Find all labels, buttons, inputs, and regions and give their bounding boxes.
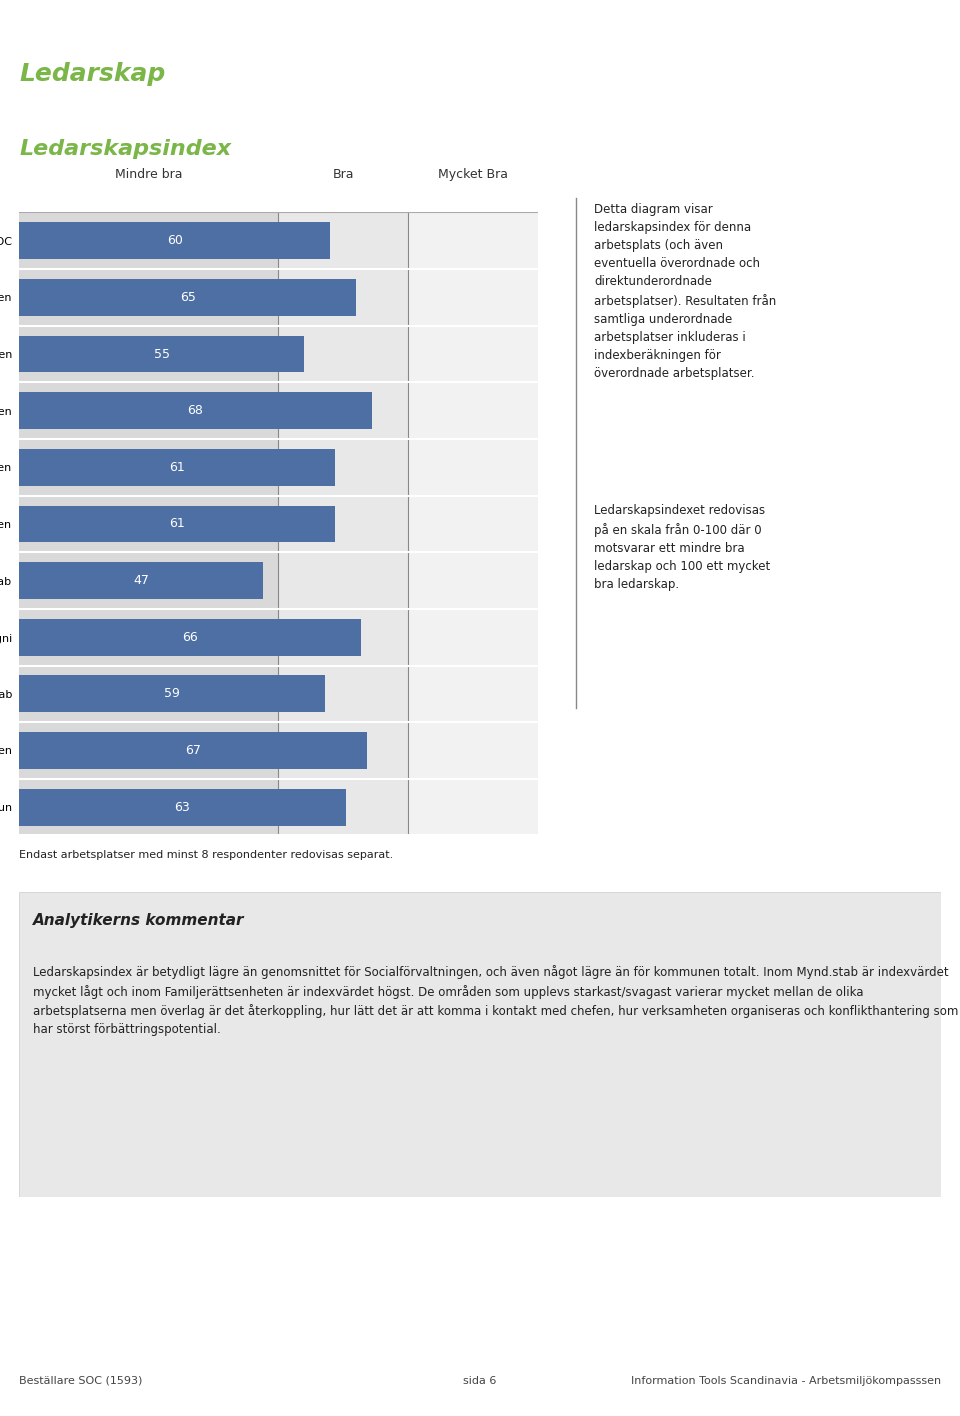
Text: sida 6: sida 6: [464, 1375, 496, 1386]
Text: 66: 66: [182, 630, 198, 644]
Text: Ledarskapsindex är betydligt lägre än genomsnittet för Socialförvaltningen, och : Ledarskapsindex är betydligt lägre än ge…: [33, 966, 958, 1037]
Bar: [19, 336, 304, 372]
Text: Ledarskap: Ledarskap: [19, 62, 165, 86]
Text: Bra: Bra: [332, 169, 354, 181]
Text: 47: 47: [133, 573, 149, 588]
Bar: [19, 732, 367, 769]
Text: 61: 61: [169, 517, 185, 531]
Bar: [19, 675, 325, 712]
Bar: [19, 222, 330, 259]
Text: Mindre bra: Mindre bra: [115, 169, 182, 181]
Bar: [19, 562, 263, 599]
Bar: [278, 212, 408, 835]
Text: Ledarskapsindexet redovisas
på en skala från 0-100 där 0
motsvarar ett mindre br: Ledarskapsindexet redovisas på en skala …: [594, 504, 771, 590]
Text: 61: 61: [169, 460, 185, 474]
Bar: [19, 279, 356, 316]
Text: Beställare SOC (1593): Beställare SOC (1593): [19, 1375, 143, 1386]
Bar: [19, 212, 278, 835]
Bar: [19, 789, 346, 826]
Text: 63: 63: [175, 800, 190, 814]
Bar: [19, 619, 361, 656]
Text: 65: 65: [180, 290, 196, 304]
Text: 67: 67: [185, 743, 201, 758]
FancyBboxPatch shape: [19, 892, 941, 1197]
Text: 60: 60: [167, 234, 182, 248]
Bar: [19, 506, 335, 542]
Text: Detta diagram visar
ledarskapsindex för denna
arbetsplats (och även
eventuella ö: Detta diagram visar ledarskapsindex för …: [594, 204, 777, 379]
Text: Endast arbetsplatser med minst 8 respondenter redovisas separat.: Endast arbetsplatser med minst 8 respond…: [19, 850, 394, 861]
Text: Information Tools Scandinavia - Arbetsmiljökompasssen: Information Tools Scandinavia - Arbetsmi…: [631, 1375, 941, 1386]
Text: Analytikerns kommentar: Analytikerns kommentar: [33, 913, 245, 929]
Bar: [19, 392, 372, 429]
Text: Mycket Bra: Mycket Bra: [438, 169, 508, 181]
Text: 59: 59: [164, 687, 180, 701]
Bar: [408, 212, 538, 835]
Text: 55: 55: [154, 347, 170, 361]
Text: 68: 68: [187, 404, 204, 418]
Bar: [19, 449, 335, 486]
Text: Ledarskapsindex: Ledarskapsindex: [19, 139, 231, 159]
